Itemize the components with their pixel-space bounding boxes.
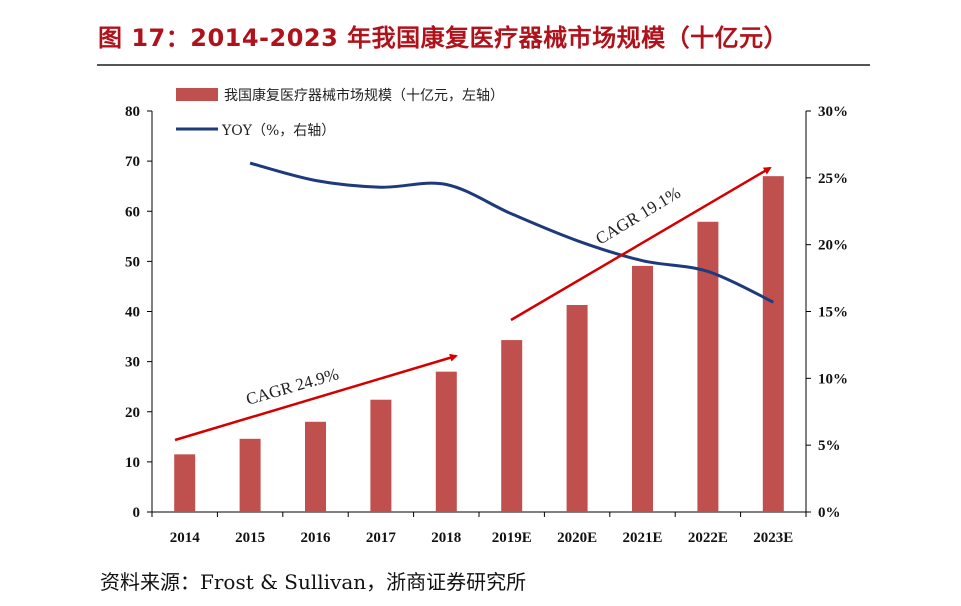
- right-tick-label: 15%: [818, 305, 848, 321]
- yoy-line: [249, 161, 774, 304]
- right-tick-label: 25%: [818, 171, 848, 187]
- x-tick-label: 2022E: [688, 530, 728, 546]
- bar: [174, 454, 196, 512]
- left-tick-label: 10: [125, 455, 140, 471]
- bar: [566, 304, 588, 512]
- cagr-label: CAGR 19.1%: [592, 183, 684, 248]
- bar: [762, 176, 784, 512]
- x-tick-label: 2014: [170, 530, 201, 546]
- right-tick-label: 10%: [818, 371, 848, 387]
- left-tick-label: 30: [125, 355, 140, 371]
- legend-bar-label: 我国康复医疗器械市场规模（十亿元，左轴）: [224, 87, 504, 104]
- left-tick-label: 20: [125, 405, 140, 421]
- x-tick-label: 2020E: [557, 530, 597, 546]
- source-note: 资料来源：Frost & Sullivan，浙商证券研究所: [100, 570, 527, 594]
- bar: [697, 221, 719, 512]
- cagr-arrow: [174, 353, 458, 442]
- left-tick-label: 60: [125, 204, 140, 220]
- x-tick-label: 2016: [301, 530, 332, 546]
- left-tick-label: 70: [125, 154, 140, 170]
- right-tick-label: 5%: [818, 438, 841, 454]
- cagr-arrow: [510, 166, 772, 322]
- x-tick-label: 2023E: [753, 530, 793, 546]
- left-tick-label: 80: [125, 104, 140, 120]
- bar: [239, 438, 261, 512]
- right-tick-label: 0%: [818, 505, 841, 521]
- legend-line-label: YOY（%，右轴）: [221, 123, 335, 139]
- chart-title: 图 17：2014-2023 年我国康复医疗器械市场规模（十亿元）: [98, 24, 789, 52]
- x-tick-label: 2019E: [492, 530, 532, 546]
- left-tick-label: 0: [133, 505, 141, 521]
- right-tick-label: 20%: [818, 238, 848, 254]
- right-tick-label: 30%: [818, 104, 848, 120]
- cagr-label: CAGR 24.9%: [244, 364, 341, 409]
- bar: [435, 371, 457, 512]
- x-tick-label: 2015: [235, 530, 265, 546]
- title-divider: [97, 64, 870, 66]
- bar: [632, 265, 653, 512]
- left-tick-label: 40: [125, 305, 140, 321]
- left-tick-label: 50: [125, 254, 140, 270]
- legend-bar-swatch: [176, 88, 218, 101]
- x-tick-label: 2017: [366, 530, 397, 546]
- bar: [370, 399, 392, 512]
- bar: [501, 340, 523, 512]
- x-tick-label: 2018: [431, 530, 461, 546]
- bar: [305, 421, 326, 512]
- x-tick-label: 2021E: [622, 530, 662, 546]
